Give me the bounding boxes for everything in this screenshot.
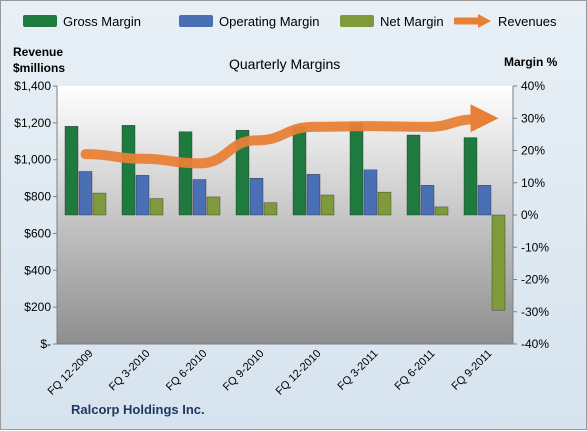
bar-net-margin (263, 202, 278, 216)
right-tick-label: -10% (521, 240, 549, 254)
legend-label: Gross Margin (63, 14, 142, 29)
bar-gross-margin (121, 125, 136, 216)
company-name: Ralcorp Holdings Inc. (71, 402, 205, 417)
revenues-line (80, 114, 482, 169)
legend-item-operating-margin: Operating Margin (179, 11, 319, 33)
legend-item-gross-margin: Gross Margin (23, 11, 141, 33)
bar-gross-margin (292, 126, 307, 216)
category-label: FQ 12-2010 (274, 348, 324, 398)
left-tick-label: $1,400 (14, 79, 51, 93)
bar-net-margin (206, 196, 221, 216)
bar-net-margin (149, 198, 164, 216)
bar-net-margin (434, 206, 449, 216)
right-tick-label: -30% (521, 305, 549, 319)
revenues-point (313, 126, 314, 128)
left-tick-label: $1,000 (14, 153, 51, 167)
revenues-point (256, 139, 257, 141)
legend-swatch (23, 15, 57, 27)
bar-gross-margin (178, 131, 193, 216)
bar-operating-margin (477, 185, 492, 216)
bar-operating-margin (192, 179, 207, 216)
right-tick-label: 10% (521, 176, 545, 190)
left-tick-label: $600 (24, 226, 51, 240)
category-label: FQ 12-2009 (46, 348, 96, 398)
right-tick-label: -40% (521, 337, 549, 351)
bar-operating-margin (78, 171, 93, 216)
right-tick-label: 0% (521, 208, 539, 222)
right-axis-label: Margin % (504, 55, 558, 69)
chart-title: Quarterly Margins (229, 56, 341, 72)
bar-gross-margin (235, 129, 250, 216)
category-label: FQ 3-2011 (336, 348, 381, 393)
revenues-point (427, 126, 428, 128)
bar-operating-margin (420, 185, 435, 216)
bar-gross-margin (463, 137, 478, 216)
category-label: FQ 3-2010 (107, 348, 153, 394)
category-label: FQ 9-2011 (450, 348, 495, 393)
bar-net-margin (92, 192, 107, 216)
left-axis-label-line-2: $millions (13, 61, 66, 75)
bar-net-margin (320, 194, 335, 216)
legend: Gross Margin Operating Margin Net Margin Re… (1, 11, 587, 33)
left-axis-label-line-1: Revenue (13, 45, 64, 59)
right-tick-label: 30% (521, 111, 545, 125)
right-tick-label: 20% (521, 144, 545, 158)
bar-net-margin (491, 214, 506, 311)
bar-net-margin (377, 191, 392, 216)
right-tick-label: 40% (521, 79, 545, 93)
revenues-point (85, 153, 86, 155)
bar-gross-margin (406, 134, 421, 216)
legend-swatch (179, 15, 213, 27)
left-tick-label: $400 (24, 263, 51, 277)
legend-label: Operating Margin (219, 14, 320, 29)
left-tick-label: $200 (24, 300, 51, 314)
bar-operating-margin (306, 174, 321, 216)
legend-item-net-margin: Net Margin (340, 11, 444, 33)
bar-gross-margin (349, 122, 364, 216)
left-tick-label: $- (40, 337, 51, 351)
bar-operating-margin (135, 175, 150, 216)
left-tick-label: $1,200 (14, 116, 51, 130)
bar-operating-margin (363, 169, 378, 216)
category-label: FQ 6-2010 (164, 348, 210, 394)
revenues-point (484, 117, 485, 119)
legend-label: Revenues (498, 14, 557, 29)
category-label: FQ 9-2010 (221, 348, 267, 394)
legend-item-revenues: Revenues (454, 11, 557, 33)
revenues-point (199, 162, 200, 164)
revenues-point (142, 158, 143, 160)
right-tick-label: -20% (521, 273, 549, 287)
category-label: FQ 6-2011 (393, 348, 438, 393)
legend-label: Net Margin (380, 14, 444, 29)
legend-swatch-line (454, 14, 491, 28)
revenues-point (370, 125, 371, 127)
legend-swatch (340, 15, 374, 27)
left-tick-label: $800 (24, 190, 51, 204)
bar-operating-margin (249, 178, 264, 216)
bar-gross-margin (64, 126, 79, 216)
